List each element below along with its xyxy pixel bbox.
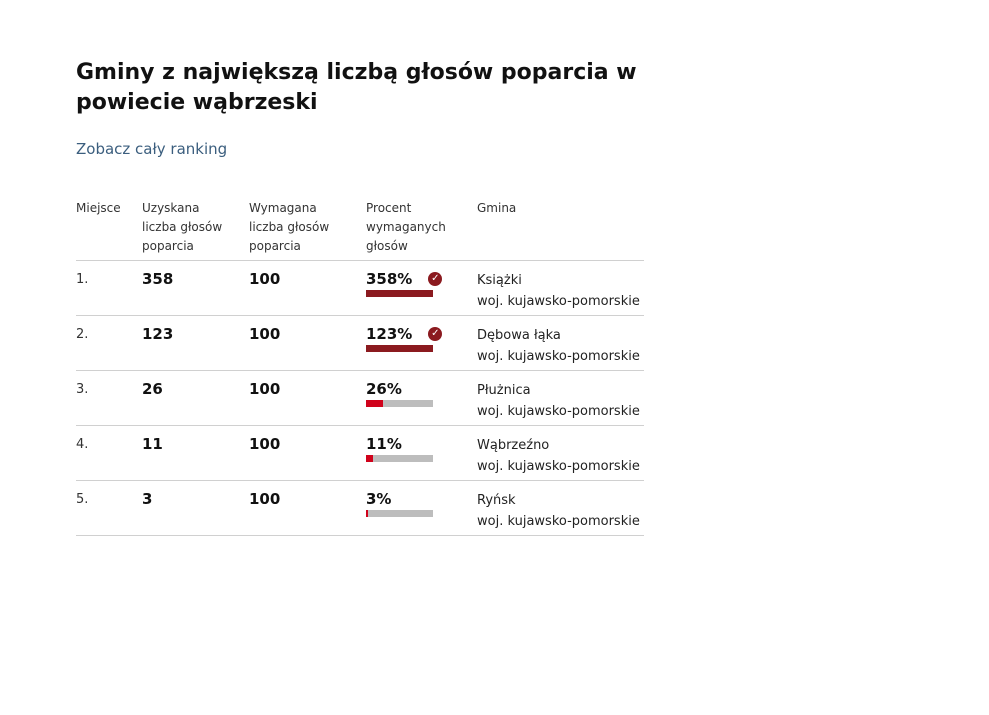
percent-line: 26%: [366, 380, 477, 398]
row-required-votes: 100: [249, 380, 281, 398]
percent-bar-fill: [366, 400, 384, 407]
municipality-name: Wąbrzeźno: [477, 438, 550, 453]
row-municipality: Ryńsk woj. kujawsko-pomorskie: [477, 481, 644, 535]
page-title: Gminy z największą liczbą głosów poparci…: [76, 58, 644, 118]
percent-bar: [366, 455, 433, 462]
full-ranking-link[interactable]: Zobacz cały ranking: [76, 140, 228, 158]
municipality-region: woj. kujawsko-pomorskie: [477, 349, 640, 364]
percent-bar-fill: [366, 455, 374, 462]
table-row: 1. 358 100 358% ✓ Książki woj. kujawsko-pomors…: [76, 261, 644, 316]
row-place: 1.: [76, 272, 89, 287]
row-percent: 3%: [366, 481, 477, 535]
header-required-line: liczba głosów: [249, 220, 330, 234]
municipality-name: Książki: [477, 273, 522, 288]
header-percent: Procent wymaganych głosów: [366, 199, 477, 260]
percent-label: 358%: [366, 270, 413, 288]
percent-line: 11%: [366, 435, 477, 453]
row-percent: 26%: [366, 371, 477, 425]
municipality-region: woj. kujawsko-pomorskie: [477, 404, 640, 419]
ranking-table: Miejsce Uzyskana liczba głosów poparcia …: [76, 199, 644, 536]
row-percent: 11%: [366, 426, 477, 480]
percent-bar-fill: [366, 290, 433, 297]
municipality-region: woj. kujawsko-pomorskie: [477, 459, 640, 474]
header-required: Wymagana liczba głosów poparcia: [249, 199, 366, 260]
municipality-name: Płużnica: [477, 383, 531, 398]
header-obtained-line: Uzyskana: [142, 201, 200, 215]
row-municipality: Książki woj. kujawsko-pomorskie: [477, 261, 644, 315]
row-obtained-votes: 26: [142, 380, 163, 398]
percent-bar-fill: [366, 510, 368, 517]
table-header: Miejsce Uzyskana liczba głosów poparcia …: [76, 199, 644, 261]
header-percent-line: głosów: [366, 239, 408, 253]
municipality-region: woj. kujawsko-pomorskie: [477, 514, 640, 529]
table-row: 3. 26 100 26% Płużnica woj. kujawsko-pomorski…: [76, 371, 644, 426]
percent-label: 11%: [366, 435, 402, 453]
header-required-line: poparcia: [249, 239, 301, 253]
header-obtained-line: poparcia: [142, 239, 194, 253]
percent-label: 123%: [366, 325, 413, 343]
page-title-line-1: Gminy z największą liczbą głosów poparci…: [76, 60, 637, 85]
header-obtained: Uzyskana liczba głosów poparcia: [142, 199, 249, 260]
row-municipality: Płużnica woj. kujawsko-pomorskie: [477, 371, 644, 425]
row-required-votes: 100: [249, 490, 281, 508]
percent-bar-fill: [366, 345, 433, 352]
table-body: 1. 358 100 358% ✓ Książki woj. kujawsko-pomors…: [76, 261, 644, 536]
table-row: 5. 3 100 3% Ryńsk woj. kujawsko-pomorskie: [76, 481, 644, 536]
header-obtained-line: liczba głosów: [142, 220, 223, 234]
header-required-line: Wymagana: [249, 201, 317, 215]
header-percent-line: Procent: [366, 201, 412, 215]
row-percent: 358% ✓: [366, 261, 477, 315]
header-municipality: Gmina: [477, 201, 517, 215]
row-place: 2.: [76, 327, 89, 342]
municipality-name: Ryńsk: [477, 493, 516, 508]
row-obtained-votes: 123: [142, 325, 174, 343]
percent-bar: [366, 290, 433, 297]
row-place: 5.: [76, 492, 89, 507]
municipality-region: woj. kujawsko-pomorskie: [477, 294, 640, 309]
percent-label: 3%: [366, 490, 392, 508]
row-obtained-votes: 11: [142, 435, 163, 453]
content-header: Gminy z największą liczbą głosów poparci…: [76, 58, 644, 158]
check-circle-icon: ✓: [428, 327, 443, 341]
row-place: 4.: [76, 437, 89, 452]
row-obtained-votes: 3: [142, 490, 153, 508]
row-percent: 123% ✓: [366, 316, 477, 370]
row-obtained-votes: 358: [142, 270, 174, 288]
percent-bar: [366, 510, 433, 517]
percent-bar: [366, 400, 433, 407]
header-percent-line: wymaganych: [366, 220, 446, 234]
page-title-line-2: powiecie wąbrzeski: [76, 90, 318, 115]
row-required-votes: 100: [249, 270, 281, 288]
row-place: 3.: [76, 382, 89, 397]
percent-bar: [366, 345, 433, 352]
row-required-votes: 100: [249, 435, 281, 453]
table-row: 4. 11 100 11% Wąbrzeźno woj. kujawsko-pomorsk…: [76, 426, 644, 481]
percent-line: 358% ✓: [366, 270, 477, 288]
check-circle-icon: ✓: [428, 272, 443, 286]
municipality-name: Dębowa łąka: [477, 328, 561, 343]
percent-line: 123% ✓: [366, 325, 477, 343]
header-place: Miejsce: [76, 201, 121, 215]
row-required-votes: 100: [249, 325, 281, 343]
row-municipality: Wąbrzeźno woj. kujawsko-pomorskie: [477, 426, 644, 480]
percent-label: 26%: [366, 380, 402, 398]
percent-line: 3%: [366, 490, 477, 508]
row-municipality: Dębowa łąka woj. kujawsko-pomorskie: [477, 316, 644, 370]
table-row: 2. 123 100 123% ✓ Dębowa łąka woj. kujawsko-po…: [76, 316, 644, 371]
